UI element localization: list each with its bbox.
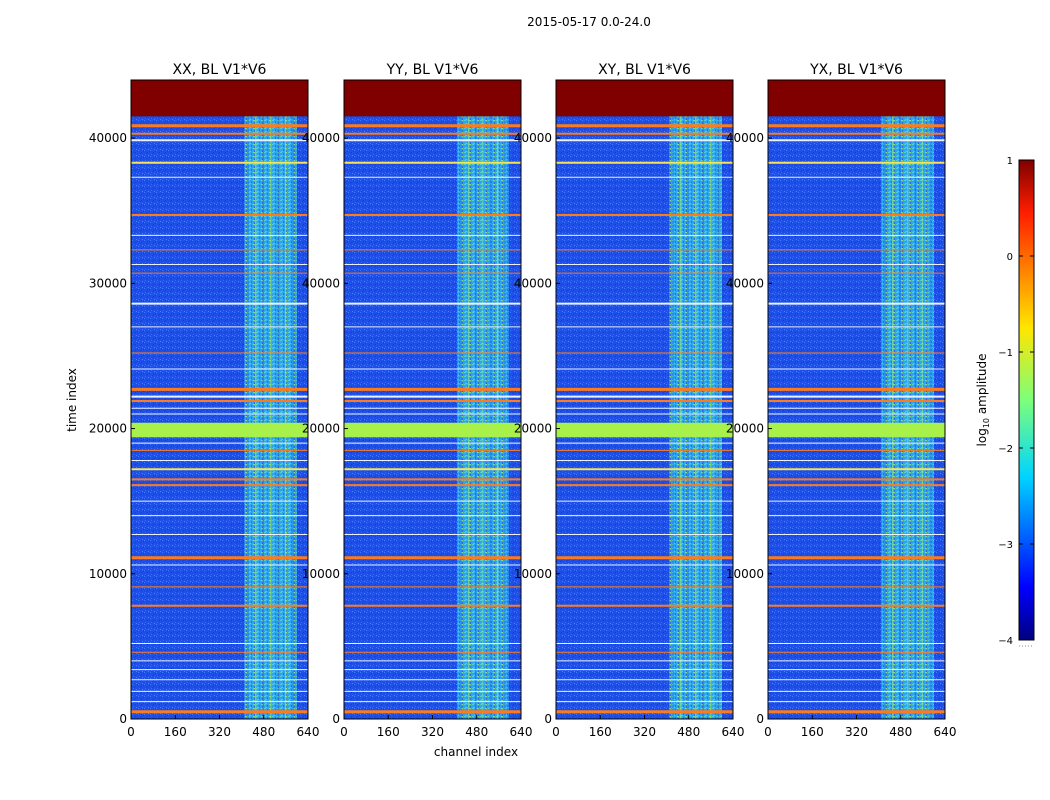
x-tick-label: 160 [589,725,612,739]
flagged-region [556,80,733,117]
x-tick-label: 320 [208,725,231,739]
x-tick-label: 0 [552,725,560,739]
y-tick-label: 0 [119,712,127,726]
panel-4: YX, BL V1*V6 0 160 320 480 640 0 10000 20000 4000… [726,62,957,739]
x-tick-label: 480 [677,725,700,739]
y-tick-label: 20000 [514,422,552,436]
heatmap-panels: XX, BL V1*V6 0 160 320 480 640 0 10000 20000 3000… [89,62,957,739]
x-tick-label: 480 [252,725,275,739]
bright-band [131,422,308,438]
panel-title: YX, BL V1*V6 [809,62,903,78]
y-tick-label: 40000 [89,131,127,145]
x-tick-label: 640 [934,725,957,739]
x-tick-label: 160 [801,725,824,739]
bright-band [344,422,521,438]
x-tick-label: 480 [465,725,488,739]
y-tick-label: 40000 [302,276,340,290]
x-tick-label: 640 [722,725,745,739]
y-tick-label: 30000 [89,276,127,290]
y-tick-label: 20000 [302,422,340,436]
colorbar-tick-label: 0 [1007,252,1013,263]
panel-2: YY, BL V1*V6 0 160 320 480 640 0 10000 20000 4000… [302,62,533,739]
y-tick-label: 40000 [514,131,552,145]
y-tick-label: 40000 [726,276,764,290]
y-tick-label: 40000 [302,131,340,145]
x-tick-label: 320 [845,725,868,739]
y-tick-label: 10000 [89,567,127,581]
y-tick-label: 10000 [514,567,552,581]
colorbar-label-rest: amplitude [975,354,989,418]
flagged-region [131,80,308,117]
x-tick-label: 0 [127,725,135,739]
x-tick-label: 480 [889,725,912,739]
panel-title: XY, BL V1*V6 [598,62,691,78]
y-tick-label: 20000 [89,422,127,436]
x-tick-label: 160 [377,725,400,739]
flagged-region [344,80,521,117]
panel-title: XX, BL V1*V6 [173,62,267,78]
bright-band [556,422,733,438]
x-tick-label: 0 [340,725,348,739]
y-tick-label: 0 [332,712,340,726]
panel-1: XX, BL V1*V6 0 160 320 480 640 0 10000 20000 3000… [89,62,320,739]
y-axis-label: time index [65,368,79,432]
y-tick-label: 10000 [302,567,340,581]
colorbar-gradient [1018,159,1035,641]
colorbar-ticks: 1 0 −1 −2 −3 −4 [998,156,1034,647]
colorbar-tick-label: −1 [998,348,1013,359]
colorbar-tick-label: −4 [998,636,1013,647]
colorbar-tick-label: −2 [998,444,1013,455]
x-tick-label: 320 [421,725,444,739]
colorbar-tick-label: −3 [998,540,1013,551]
colorbar-label-sub: 10 [982,418,991,428]
colorbar-label-main: log [975,428,989,446]
x-tick-label: 0 [764,725,772,739]
y-tick-label: 0 [544,712,552,726]
y-tick-label: 10000 [726,567,764,581]
x-tick-label: 640 [510,725,533,739]
x-axis-label: channel index [434,745,518,759]
colorbar-tick-label: 1 [1007,156,1013,167]
panel-title: YY, BL V1*V6 [386,62,479,78]
colorbar: 10−1−2−3−4 log10 amplitude [975,156,1035,647]
x-tick-label: 640 [297,725,320,739]
figure-suptitle: 2015-05-17 0.0-24.0 [527,15,651,29]
bright-band [768,422,945,438]
panel-3: XY, BL V1*V6 0 160 320 480 640 0 10000 20000 4000… [514,62,745,739]
y-tick-label: 20000 [726,422,764,436]
x-tick-label: 160 [164,725,187,739]
y-tick-label: 40000 [726,131,764,145]
x-tick-label: 320 [633,725,656,739]
colorbar-label: log10 amplitude [975,354,991,447]
y-tick-label: 0 [756,712,764,726]
flagged-region [768,80,945,117]
y-tick-label: 40000 [514,276,552,290]
